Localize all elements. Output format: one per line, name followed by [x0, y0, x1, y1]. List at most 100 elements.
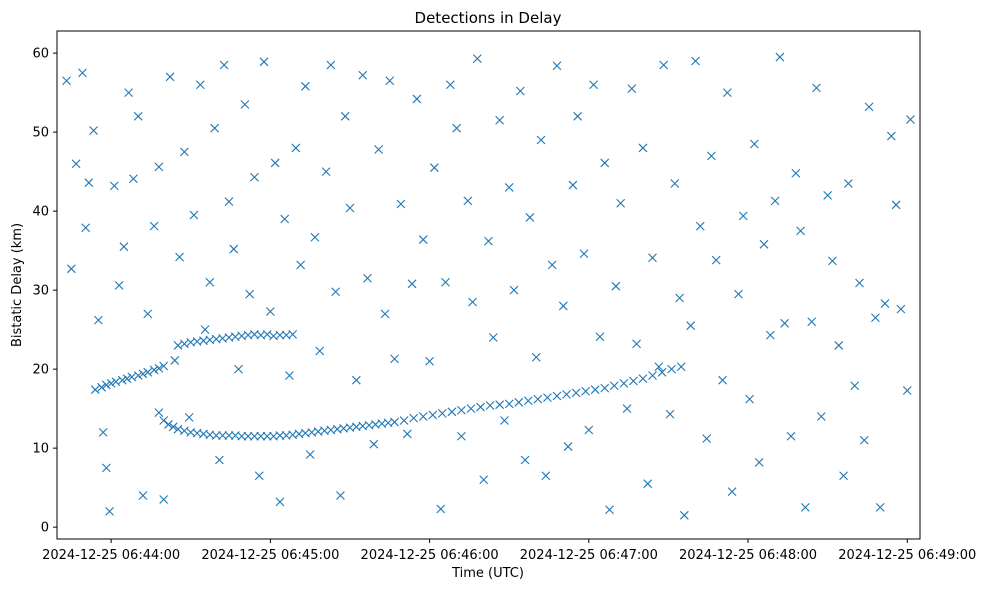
data-point — [547, 260, 557, 270]
data-point — [457, 405, 466, 415]
data-point — [581, 386, 591, 396]
data-point — [568, 180, 578, 190]
data-point — [855, 278, 864, 288]
data-point — [463, 196, 473, 206]
data-point — [573, 111, 583, 121]
data-point — [219, 60, 229, 70]
data-point — [165, 72, 175, 82]
data-point — [89, 126, 99, 135]
data-point — [629, 376, 638, 386]
data-point — [579, 249, 589, 259]
data-point — [727, 487, 737, 496]
data-point — [786, 431, 796, 441]
data-point — [770, 196, 780, 206]
x-tick-label: 2024-12-25 06:48:00 — [679, 548, 817, 563]
data-point — [584, 425, 594, 435]
data-point — [807, 317, 817, 327]
data-point — [159, 495, 169, 504]
data-point — [250, 172, 259, 182]
data-point — [291, 143, 301, 153]
data-point — [331, 287, 341, 297]
data-point — [380, 309, 390, 319]
data-point — [270, 158, 280, 168]
data-point — [590, 385, 600, 395]
data-point — [665, 409, 675, 419]
data-point — [476, 402, 485, 412]
data-point — [105, 506, 114, 516]
data-point — [280, 214, 290, 224]
data-point — [285, 371, 294, 380]
plot-area — [56, 30, 921, 540]
data-point — [390, 417, 399, 427]
data-point — [500, 416, 509, 425]
data-point — [504, 183, 514, 192]
data-point — [541, 471, 551, 481]
data-point — [828, 256, 837, 266]
data-point — [676, 362, 686, 372]
data-point — [97, 382, 106, 392]
data-point — [638, 374, 648, 384]
data-point — [211, 431, 221, 440]
data-point — [402, 429, 412, 439]
data-point — [305, 450, 315, 459]
data-point — [495, 115, 505, 125]
y-tick-label: 60 — [32, 47, 49, 62]
data-point — [275, 431, 285, 440]
data-point — [843, 179, 853, 188]
data-point — [533, 394, 543, 404]
data-point — [452, 123, 462, 133]
y-tick-label: 10 — [32, 442, 49, 457]
data-point — [738, 211, 748, 221]
data-point — [159, 361, 169, 371]
data-point — [117, 375, 127, 385]
data-point — [109, 181, 119, 191]
data-point — [775, 52, 785, 62]
data-point — [436, 504, 446, 514]
data-point — [484, 236, 493, 246]
data-point — [336, 491, 345, 500]
data-point — [133, 111, 143, 121]
data-point — [800, 503, 810, 512]
data-point — [552, 61, 562, 71]
data-point — [170, 356, 180, 365]
data-point — [396, 199, 406, 209]
data-point — [363, 273, 372, 283]
data-point — [78, 68, 87, 78]
data-point — [114, 281, 124, 290]
data-point — [129, 174, 138, 184]
data-point — [648, 371, 657, 380]
data-point — [179, 147, 189, 157]
data-point — [143, 309, 153, 319]
data-point — [850, 381, 860, 391]
data-point — [296, 260, 306, 270]
x-axis-ticks: 2024-12-25 06:44:00 2024-12-25 06:45:00 20… — [42, 539, 976, 563]
data-point — [495, 400, 505, 410]
data-point — [543, 393, 552, 402]
data-point — [84, 178, 94, 188]
data-point — [670, 179, 680, 188]
data-point — [409, 413, 419, 423]
data-point — [224, 431, 234, 440]
data-point — [834, 341, 844, 350]
points-layer — [62, 52, 915, 520]
data-point — [441, 277, 450, 287]
data-point — [326, 60, 336, 70]
x-tick-label: 2024-12-25 06:49:00 — [838, 548, 976, 563]
data-point — [619, 378, 629, 388]
data-point — [686, 321, 696, 331]
data-point — [871, 313, 880, 323]
data-point — [154, 408, 164, 417]
data-point — [702, 434, 712, 444]
data-point — [902, 386, 912, 395]
data-point — [224, 197, 234, 207]
data-point — [143, 367, 153, 377]
data-point — [119, 242, 129, 252]
data-point — [707, 151, 716, 161]
data-point — [896, 304, 906, 314]
data-point — [695, 221, 705, 231]
data-point — [536, 135, 546, 145]
data-point — [275, 330, 285, 340]
x-axis-label: Time (UTC) — [451, 566, 524, 581]
data-point — [616, 198, 626, 208]
data-point — [823, 190, 833, 200]
